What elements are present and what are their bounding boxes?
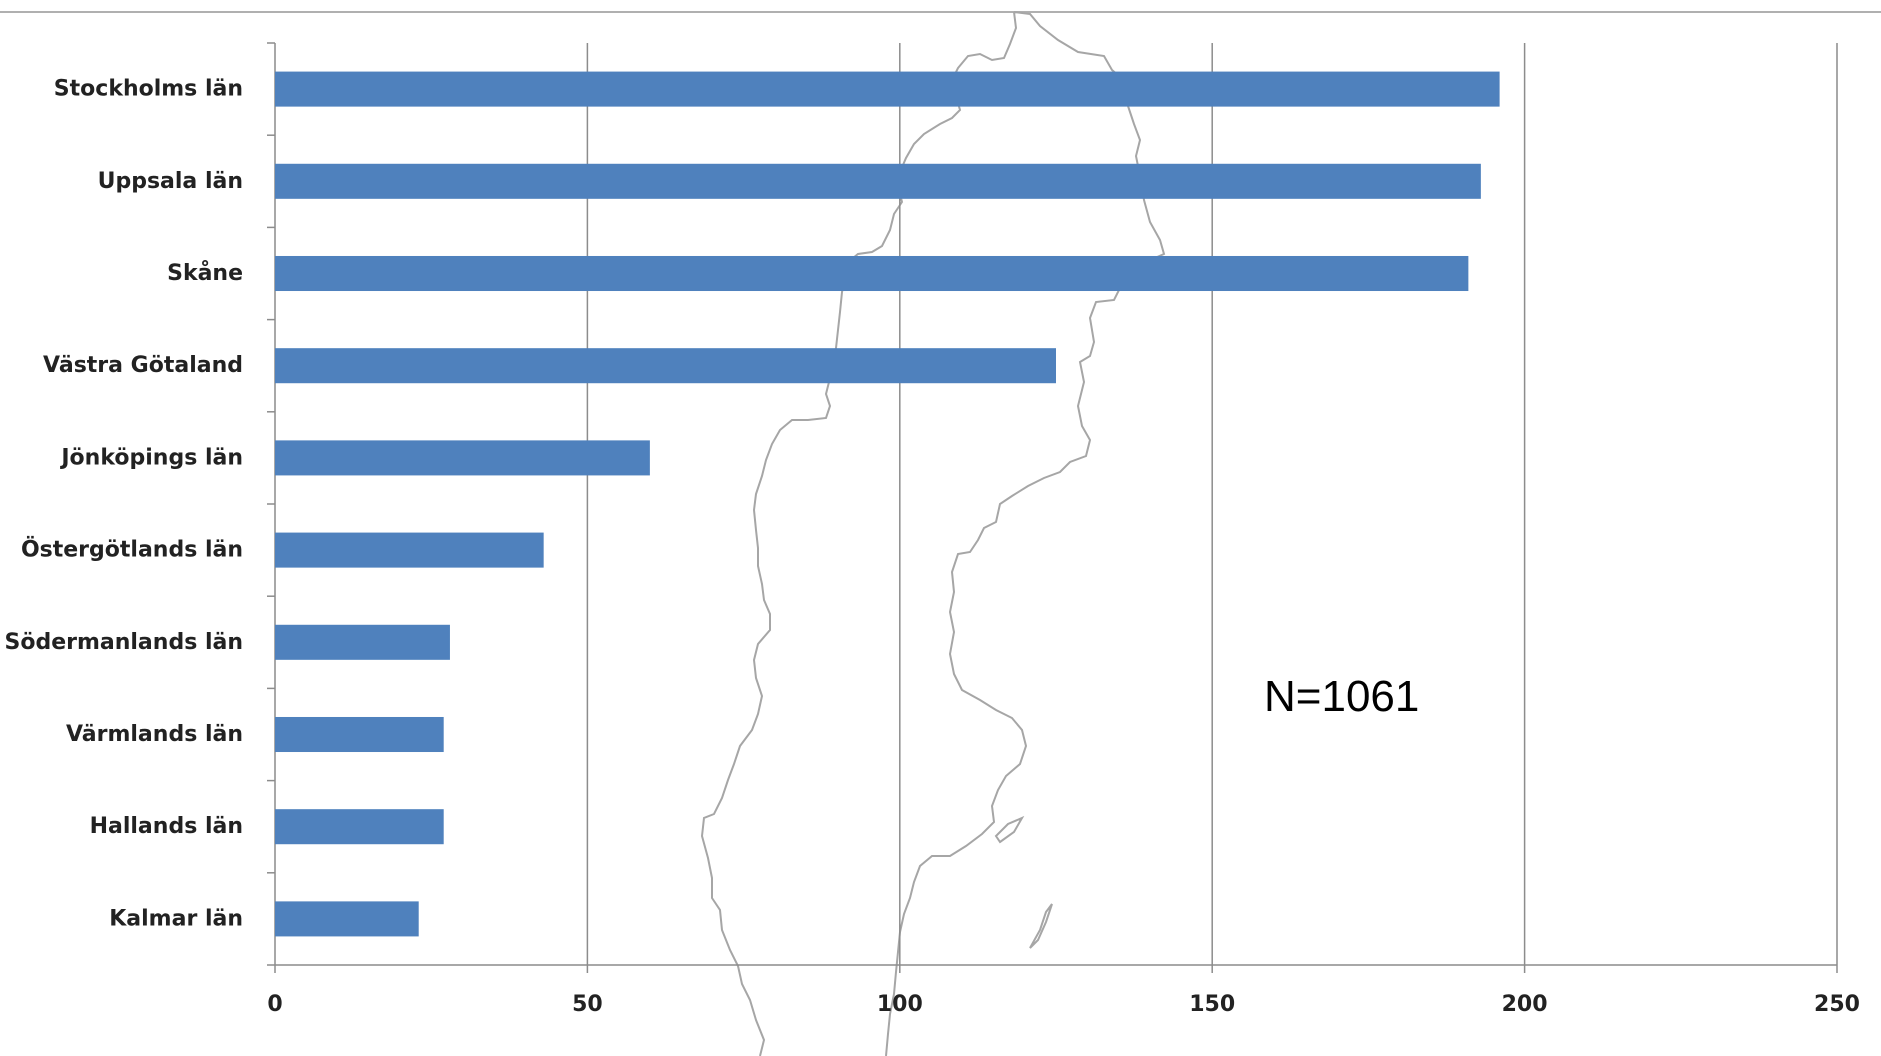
category-label: Västra Götaland xyxy=(43,353,243,378)
bar xyxy=(275,163,1481,199)
category-label: Östergötlands län xyxy=(21,537,243,563)
sample-size-annotation: N=1061 xyxy=(1264,672,1419,721)
x-tick-label: 100 xyxy=(877,992,923,1017)
x-tick-label: 0 xyxy=(267,992,282,1017)
category-label: Kalmar län xyxy=(109,906,243,931)
bar xyxy=(275,71,1500,107)
category-labels: Stockholms län Uppsala län Skåne Västra Göt… xyxy=(4,77,243,932)
bar xyxy=(275,716,444,753)
bar xyxy=(275,532,544,568)
x-tick-label: 200 xyxy=(1502,992,1548,1017)
x-tick-label: 50 xyxy=(572,992,603,1017)
bar xyxy=(275,440,650,476)
category-label: Jönköpings län xyxy=(59,445,243,470)
bar xyxy=(275,809,444,845)
bar xyxy=(275,255,1469,292)
x-tick-label: 150 xyxy=(1189,992,1235,1017)
category-label: Hallands län xyxy=(90,814,243,839)
category-label: Södermanlands län xyxy=(4,630,243,655)
x-tick-label: 250 xyxy=(1814,992,1860,1017)
bars xyxy=(275,71,1500,937)
sweden-map-outline xyxy=(700,11,1166,1056)
bar xyxy=(275,901,419,937)
category-label: Stockholms län xyxy=(54,77,243,102)
category-label: Skåne xyxy=(167,260,243,286)
category-label: Värmlands län xyxy=(66,722,243,747)
bar xyxy=(275,348,1056,384)
x-tick-labels: 0 50 100 150 200 250 xyxy=(267,992,1860,1017)
bar xyxy=(275,624,450,660)
category-label: Uppsala län xyxy=(98,169,243,194)
